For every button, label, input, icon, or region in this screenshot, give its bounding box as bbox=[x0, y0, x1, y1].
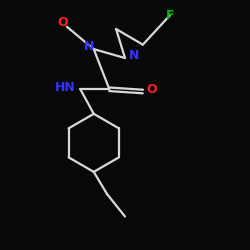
Text: O: O bbox=[146, 83, 157, 96]
Text: F: F bbox=[166, 9, 174, 22]
Text: N: N bbox=[129, 49, 139, 62]
Text: N: N bbox=[84, 40, 94, 54]
Text: O: O bbox=[57, 16, 68, 29]
Text: HN: HN bbox=[55, 80, 76, 94]
